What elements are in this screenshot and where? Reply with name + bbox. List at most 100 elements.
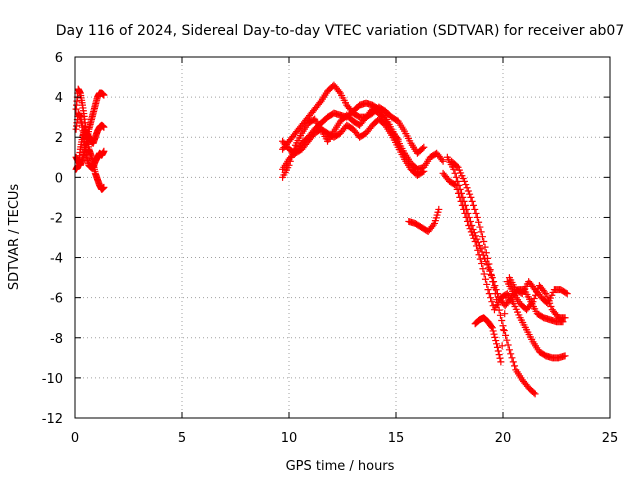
data-point-marker [480, 238, 488, 246]
data-point-marker [477, 245, 485, 253]
y-axis-label: SDTVAR / TECUs [7, 184, 22, 291]
x-tick-label: 15 [388, 431, 405, 446]
series-fall-1 [448, 157, 539, 398]
data-point-marker [452, 173, 460, 181]
data-point-marker [508, 354, 516, 362]
y-tick-label: 2 [55, 131, 63, 146]
data-point-marker [451, 169, 459, 177]
data-point-marker [469, 231, 477, 239]
data-point-marker [394, 135, 402, 143]
data-point-marker [503, 336, 511, 344]
data-point-marker [490, 278, 498, 286]
data-point-marker [561, 352, 569, 360]
data-point-marker [496, 311, 504, 319]
data-point-marker [100, 147, 108, 155]
data-point-marker [484, 264, 492, 272]
data-point-marker [528, 299, 536, 307]
data-point-marker [507, 350, 515, 358]
data-point-marker [438, 156, 446, 164]
data-point-marker [468, 197, 476, 205]
data-point-marker [562, 289, 570, 297]
data-point-marker [502, 331, 510, 339]
data-point-marker [286, 157, 294, 165]
data-point-marker [393, 134, 401, 142]
data-point-marker [493, 340, 501, 348]
data-point-marker [462, 213, 470, 221]
data-point-marker [500, 327, 508, 335]
data-point-marker [419, 144, 427, 152]
data-point-marker [530, 294, 538, 302]
data-point-marker [453, 185, 461, 193]
y-tick-label: -4 [50, 252, 63, 267]
data-point-marker [477, 228, 485, 236]
data-point-marker [496, 354, 504, 362]
data-point-marker [483, 261, 491, 269]
data-point-marker [290, 145, 298, 153]
y-tick-label: -10 [42, 372, 63, 387]
data-point-marker [489, 327, 497, 335]
x-tick-label: 0 [71, 431, 79, 446]
data-point-marker [561, 314, 569, 322]
data-point-marker [481, 243, 489, 251]
data-point-marker [474, 246, 482, 254]
data-point-marker [289, 149, 297, 157]
data-point-marker [488, 274, 496, 282]
data-point-marker [466, 225, 474, 233]
data-point-marker [501, 310, 509, 318]
series-fall-2 [443, 153, 567, 326]
data-point-marker [456, 193, 464, 201]
x-tick-label: 10 [281, 431, 298, 446]
series-arc-d [279, 105, 402, 181]
data-point-marker [493, 290, 501, 298]
series-late-tail [505, 274, 571, 308]
data-points [72, 81, 571, 398]
series-early-4 [72, 121, 108, 173]
data-point-marker [487, 270, 495, 278]
data-point-marker [458, 201, 466, 209]
axis-ticks [74, 56, 611, 419]
data-point-marker [288, 153, 296, 161]
data-point-marker [420, 143, 428, 151]
data-point-marker [420, 167, 428, 175]
data-point-marker [481, 275, 489, 283]
data-point-marker [486, 267, 494, 275]
data-point-marker [470, 234, 478, 242]
data-point-marker [380, 116, 388, 124]
data-point-marker [476, 255, 484, 263]
data-point-marker [478, 260, 486, 268]
data-point-marker [563, 290, 571, 298]
data-point-marker [460, 205, 468, 213]
data-point-marker [483, 280, 491, 288]
data-point-marker [335, 87, 343, 95]
data-point-marker [497, 358, 505, 366]
data-point-marker [466, 190, 474, 198]
data-point-marker [469, 201, 477, 209]
chart-title: Day 116 of 2024, Sidereal Day-to-day VTE… [56, 23, 625, 39]
data-point-marker [479, 265, 487, 273]
data-point-marker [429, 221, 437, 229]
data-point-marker [467, 193, 475, 201]
data-point-marker [488, 298, 496, 306]
data-point-marker [491, 333, 499, 341]
data-point-marker [511, 362, 519, 370]
data-point-marker [487, 294, 495, 302]
data-point-marker [439, 157, 447, 165]
data-point-marker [502, 294, 510, 302]
data-point-marker [464, 187, 472, 195]
data-point-marker [472, 242, 480, 250]
x-tick-label: 20 [495, 431, 512, 446]
data-point-marker [454, 177, 462, 185]
y-tick-label: 6 [55, 51, 63, 66]
data-point-marker [484, 286, 492, 294]
data-point-marker [471, 238, 479, 246]
data-point-marker [488, 324, 496, 332]
data-point-marker [498, 317, 506, 325]
data-point-marker [451, 181, 459, 189]
data-point-marker [509, 358, 517, 366]
data-point-marker [482, 258, 490, 266]
data-point-marker [491, 282, 499, 290]
x-tick-label: 5 [178, 431, 186, 446]
series-fall-4 [471, 278, 569, 366]
data-point-marker [541, 288, 549, 296]
